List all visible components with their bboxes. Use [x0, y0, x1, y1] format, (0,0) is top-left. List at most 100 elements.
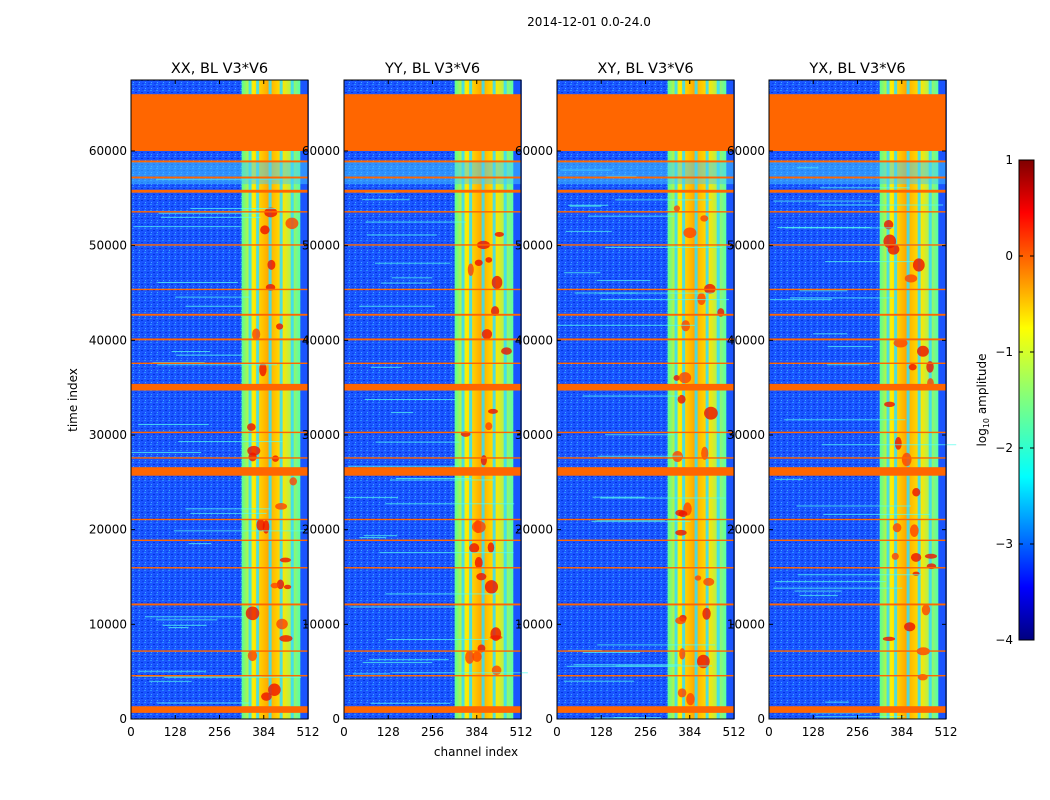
rfi-streak — [137, 670, 206, 672]
hot-spot — [901, 452, 912, 467]
hot-spot — [480, 455, 487, 466]
rfi-streak — [160, 216, 261, 218]
hot-spot — [245, 606, 260, 621]
flagged-row — [344, 674, 521, 677]
y-tick-label: 20000 — [727, 523, 765, 537]
flagged-row — [131, 160, 308, 163]
x-tick-label: 0 — [553, 725, 561, 739]
y-axis-label: time index — [66, 368, 80, 432]
flagged-row — [769, 176, 946, 179]
x-tick-label: 128 — [590, 725, 613, 739]
hot-spot — [490, 627, 502, 641]
hot-spot — [912, 258, 925, 272]
hot-spot — [675, 529, 687, 536]
band-stripe — [694, 80, 698, 719]
colorbar-label-main: log — [975, 428, 989, 446]
band-stripe — [917, 80, 921, 719]
rfi-streak — [369, 659, 449, 661]
flagged-row — [131, 313, 308, 316]
hot-spot — [485, 257, 493, 263]
rfi-streak — [794, 590, 842, 592]
hot-spot — [883, 219, 894, 230]
rfi-streak — [592, 496, 645, 498]
colorbar: 10−1−2−3−4 log10 amplitude — [975, 153, 1035, 647]
rfi-streak — [598, 292, 715, 294]
rfi-streak — [773, 200, 873, 202]
hot-spot — [261, 692, 272, 701]
rfi-streak — [391, 672, 528, 674]
hot-spot — [673, 375, 680, 381]
band-stripe — [906, 80, 910, 719]
hot-spot — [702, 607, 711, 620]
panel-2: XY, BL V3*V6 0 128 256 384 512 0 10000 20000 3000… — [515, 61, 746, 739]
flagged-row — [131, 176, 308, 179]
hot-spot — [909, 524, 919, 537]
panel-title: XY, BL V3*V6 — [597, 61, 693, 77]
figure-suptitle: 2014-12-01 0.0-24.0 — [527, 15, 651, 29]
hot-spot — [678, 510, 688, 518]
flagged-row — [769, 338, 946, 341]
rfi-streak — [385, 593, 500, 595]
hot-spot — [481, 329, 493, 340]
y-tick-label: 20000 — [302, 523, 340, 537]
flagged-row — [131, 650, 308, 652]
rfi-streak — [818, 204, 944, 206]
band-edge — [516, 80, 522, 719]
y-tick-label: 50000 — [302, 239, 340, 253]
band-stripe — [469, 80, 473, 719]
rfi-streak — [171, 351, 211, 353]
flagged-row — [557, 211, 734, 213]
y-tick-label: 20000 — [515, 523, 553, 537]
x-tick-label: 128 — [377, 725, 400, 739]
hot-spot — [467, 263, 474, 276]
band-stripe — [894, 80, 898, 719]
colorbar-tick-label: −3 — [995, 537, 1013, 551]
flagged-row — [131, 362, 308, 364]
colorbar-label-tail: amplitude — [975, 354, 989, 418]
rfi-streak — [582, 395, 680, 397]
band-stripe — [705, 80, 709, 719]
y-tick-label: 30000 — [727, 428, 765, 442]
rfi-streak — [375, 441, 460, 443]
hot-spot — [471, 520, 486, 533]
rfi-streak — [797, 574, 922, 576]
rfi-band — [557, 160, 734, 185]
rfi-streak — [175, 296, 250, 298]
y-tick-label: 40000 — [727, 333, 765, 347]
x-tick-label: 512 — [297, 725, 320, 739]
panel-title: XX, BL V3*V6 — [171, 61, 268, 77]
rfi-streak — [190, 208, 276, 210]
flagged-row — [557, 313, 734, 316]
x-tick-label: 256 — [208, 725, 231, 739]
hot-spot — [904, 622, 916, 632]
rfi-streak — [367, 234, 437, 236]
rfi-streak — [362, 662, 433, 664]
rfi-streak — [362, 199, 410, 201]
rfi-band — [344, 160, 521, 185]
rfi-streak — [597, 455, 682, 457]
rfi-streak — [185, 508, 271, 510]
rfi-streak — [815, 716, 905, 718]
flagged-row — [131, 338, 308, 341]
flagged-row — [344, 431, 521, 434]
rfi-streak — [600, 299, 730, 301]
hot-spot — [247, 423, 256, 431]
flagged-row — [557, 518, 734, 521]
hot-spot — [675, 616, 686, 625]
hot-spot — [700, 215, 709, 222]
flagged-row — [769, 313, 946, 316]
band-edge — [726, 80, 732, 719]
band-stripe — [481, 80, 485, 719]
y-tick-label: 50000 — [727, 239, 765, 253]
y-tick-label: 30000 — [89, 428, 127, 442]
band-stripe — [248, 80, 252, 719]
hot-spot — [484, 580, 499, 594]
x-tick-label: 512 — [935, 725, 958, 739]
hot-spot — [276, 323, 284, 330]
x-tick-label: 384 — [678, 725, 701, 739]
rfi-streak — [565, 230, 612, 232]
flagged-row — [131, 467, 308, 476]
flagged-row — [344, 603, 521, 606]
rfi-streak — [395, 478, 472, 480]
hot-spot — [673, 205, 680, 212]
